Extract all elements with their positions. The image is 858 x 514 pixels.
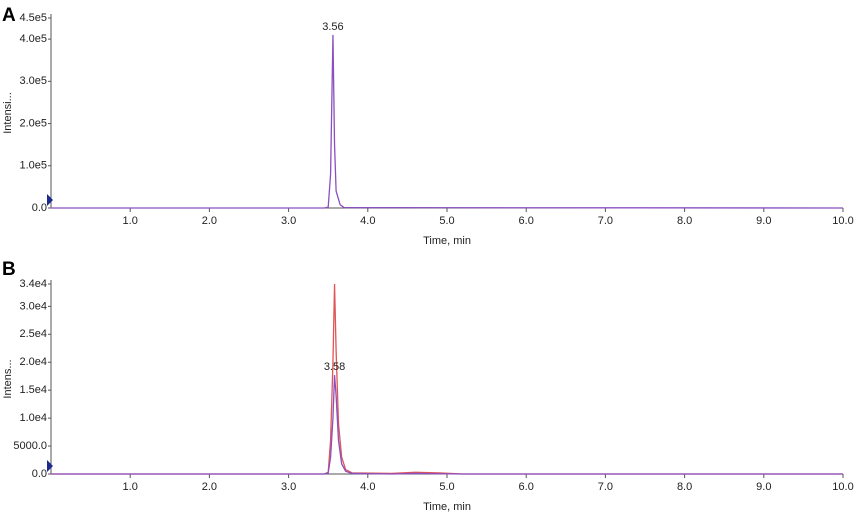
y-tick-label: 3.0e5 — [19, 75, 47, 87]
x-tick-label: 8.0 — [677, 481, 692, 493]
trace — [51, 375, 843, 475]
y-tick-label: 2.0e5 — [19, 117, 47, 129]
y-tick-label: 0.0 — [32, 202, 47, 214]
x-tick-label: 1.0 — [123, 481, 138, 493]
x-tick-label: 10.0 — [832, 481, 853, 493]
y-tick-label: 4.5e5 — [19, 12, 47, 24]
x-tick-label: 9.0 — [756, 481, 771, 493]
x-tick-label: 6.0 — [519, 481, 534, 493]
trace — [51, 34, 844, 209]
x-tick-label: 10.0 — [832, 215, 853, 227]
x-tick-label: 4.0 — [360, 215, 375, 227]
panel-label: A — [2, 5, 16, 26]
panel-label: B — [2, 259, 16, 280]
y-tick-label: 3.0e4 — [19, 300, 47, 312]
y-axis-label: Intens... — [2, 359, 14, 398]
axis-marker — [47, 460, 53, 472]
y-tick-label: 1.0e4 — [19, 412, 47, 424]
x-tick-label: 7.0 — [598, 481, 613, 493]
peak-annotation: 3.58 — [324, 361, 345, 373]
x-axis-label: Time, min — [423, 235, 471, 247]
x-tick-label: 7.0 — [598, 215, 613, 227]
x-tick-label: 1.0 — [123, 215, 138, 227]
y-tick-label: 1.0e5 — [19, 160, 47, 172]
x-tick-label: 5.0 — [439, 215, 454, 227]
y-tick-label: 0.0 — [32, 468, 47, 480]
x-tick-label: 5.0 — [439, 481, 454, 493]
trace — [51, 283, 843, 475]
x-tick-label: 8.0 — [677, 215, 692, 227]
x-tick-label: 2.0 — [202, 481, 217, 493]
x-tick-label: 4.0 — [360, 481, 375, 493]
y-tick-label: 4.0e5 — [19, 33, 47, 45]
y-tick-label: 5000.0 — [13, 440, 47, 452]
x-tick-label: 6.0 — [519, 215, 534, 227]
y-tick-label: 3.4e4 — [19, 278, 47, 290]
x-tick-label: 3.0 — [281, 481, 296, 493]
axis-marker — [47, 194, 53, 206]
x-tick-label: 9.0 — [756, 215, 771, 227]
peak-annotation: 3.56 — [322, 21, 343, 33]
y-tick-label: 2.0e4 — [19, 356, 47, 368]
y-axis-label: Intensi... — [2, 92, 14, 134]
x-tick-label: 2.0 — [202, 215, 217, 227]
x-axis-label: Time, min — [423, 501, 471, 513]
y-tick-label: 1.5e4 — [19, 384, 47, 396]
x-tick-label: 3.0 — [281, 215, 296, 227]
y-tick-label: 2.5e4 — [19, 328, 47, 340]
